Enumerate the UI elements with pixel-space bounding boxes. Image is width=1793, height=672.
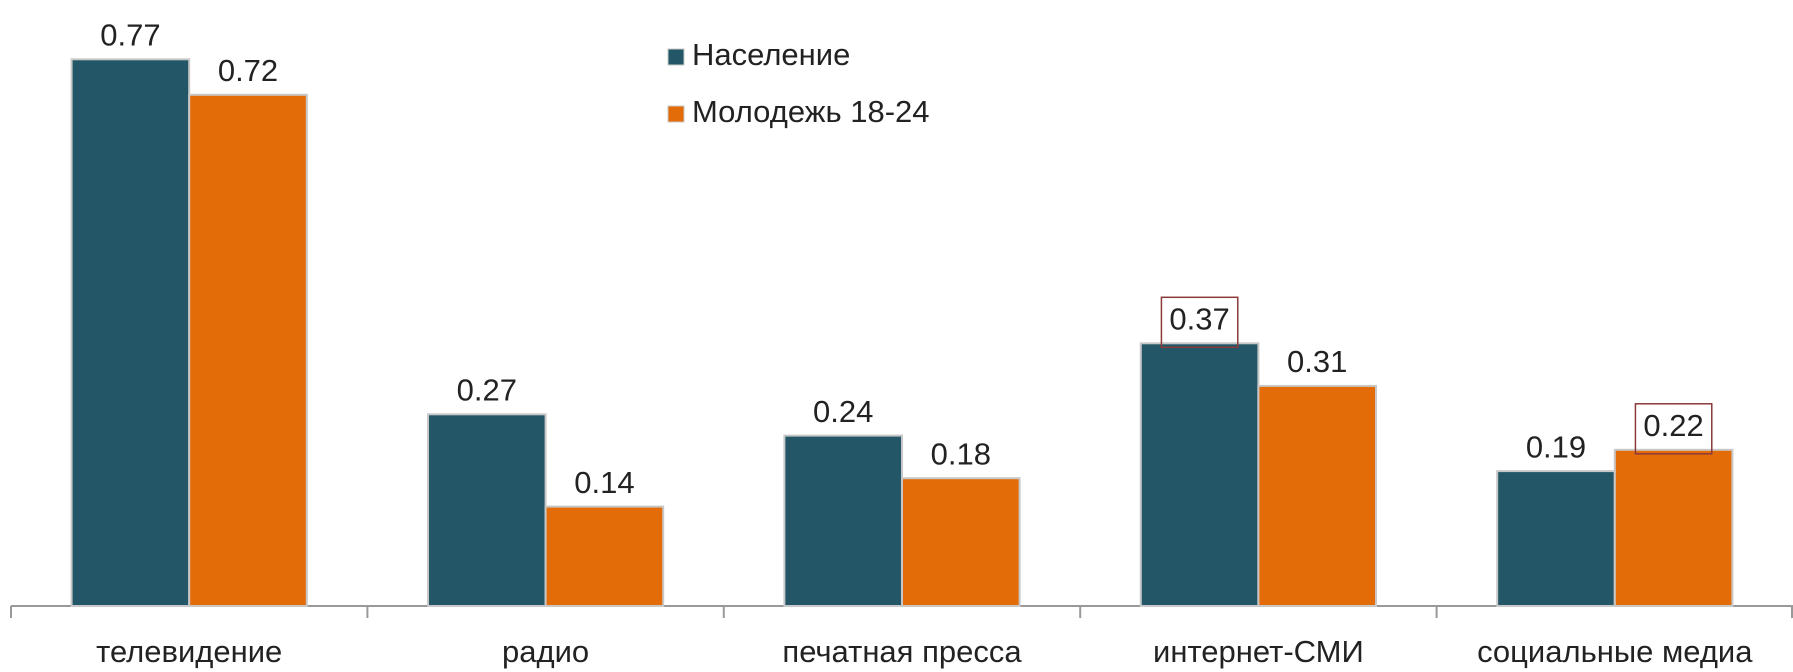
- bar: [1496, 470, 1616, 607]
- bar: [1613, 448, 1734, 607]
- x-tick-label: социальные медиа: [1477, 634, 1753, 669]
- x-tick-label: радио: [502, 634, 589, 669]
- label-box: [1160, 296, 1239, 349]
- bar: [188, 93, 308, 608]
- x-tick-label: телевидение: [96, 634, 282, 669]
- label-box: [1634, 403, 1713, 455]
- data-label: 0.72: [218, 53, 278, 88]
- legend-label: Молодежь 18-24: [692, 94, 930, 129]
- data-label: 0.27: [457, 372, 517, 407]
- data-label: 0.24: [813, 394, 873, 429]
- data-label: 0.19: [1526, 429, 1586, 464]
- legend-label: Население: [692, 37, 850, 72]
- bar: [544, 505, 665, 608]
- legend-swatch: [667, 105, 685, 123]
- bar: [1257, 384, 1378, 607]
- data-label: 0.37: [1169, 301, 1229, 336]
- bar: [1139, 342, 1260, 607]
- data-label: 0.31: [1287, 344, 1347, 379]
- bar: [70, 58, 191, 608]
- data-label: 0.18: [931, 436, 991, 471]
- x-tick-label: интернет-СМИ: [1153, 634, 1364, 669]
- x-tick-label: печатная пресса: [782, 634, 1022, 669]
- legend-swatch: [667, 48, 685, 66]
- bar: [426, 413, 547, 607]
- bar: [783, 434, 903, 607]
- bar: [901, 477, 1021, 608]
- data-label: 0.77: [100, 17, 160, 52]
- data-label: 0.22: [1643, 408, 1703, 443]
- data-label: 0.14: [574, 465, 634, 500]
